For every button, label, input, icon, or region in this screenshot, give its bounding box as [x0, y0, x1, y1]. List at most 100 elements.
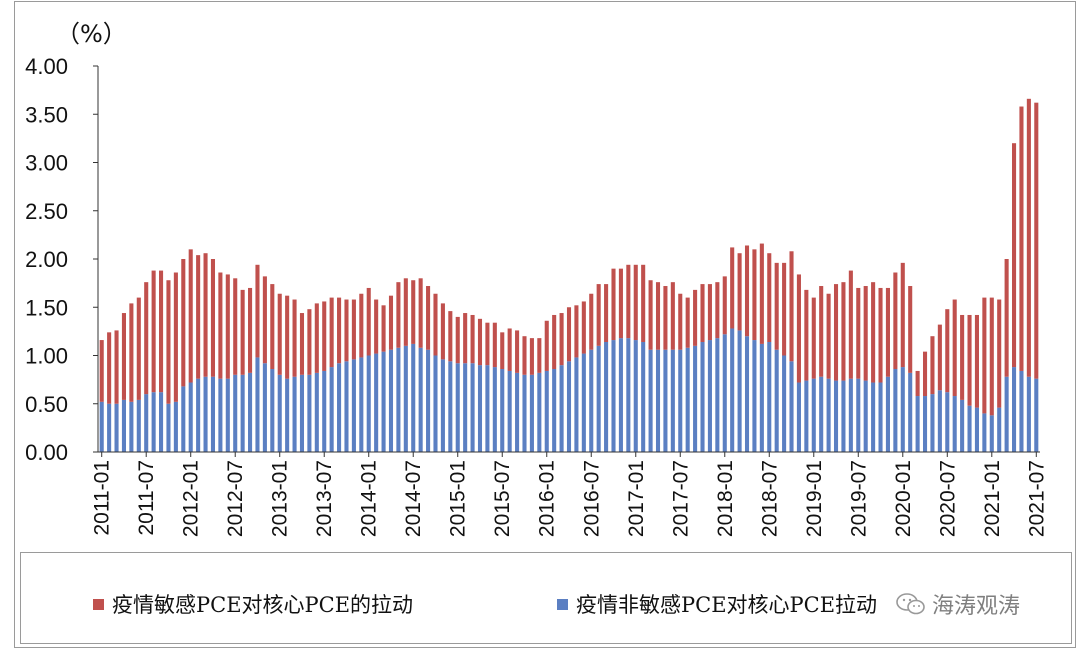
bar-sensitive — [455, 316, 460, 364]
bar-sensitive — [804, 289, 809, 381]
bar-nonsensitive — [329, 367, 334, 452]
bar-sensitive — [1011, 143, 1017, 368]
x-tick-label: 2019-07 — [847, 460, 870, 537]
y-tick-label: 4.00 — [25, 54, 68, 79]
bar-nonsensitive — [388, 349, 394, 452]
bar-sensitive — [173, 272, 178, 402]
bar-nonsensitive — [448, 361, 453, 452]
bar-nonsensitive — [559, 365, 564, 452]
bar-nonsensitive — [611, 340, 616, 452]
bar-sensitive — [181, 259, 186, 387]
bar-sensitive — [144, 282, 149, 395]
x-tick-label: 2012-07 — [224, 460, 247, 537]
bars — [99, 98, 1039, 452]
x-tick-label: 2014-01 — [358, 460, 381, 537]
bar-sensitive — [210, 259, 216, 377]
bar-sensitive — [203, 253, 208, 377]
bar-sensitive — [255, 264, 260, 358]
bar-nonsensitive — [633, 340, 638, 452]
bar-sensitive — [566, 307, 572, 362]
bar-nonsensitive — [1004, 376, 1009, 452]
bar-nonsensitive — [225, 378, 230, 452]
bar-sensitive — [737, 253, 742, 331]
y-tick-label: 3.50 — [25, 102, 68, 127]
y-tick-label: 1.50 — [25, 295, 68, 320]
bar-nonsensitive — [885, 376, 890, 452]
bar-sensitive — [1019, 106, 1024, 371]
bar-nonsensitive — [922, 396, 928, 452]
watermark-text: 海涛观涛 — [932, 594, 1021, 619]
bar-nonsensitive — [552, 369, 557, 452]
bar-sensitive — [670, 282, 675, 350]
bar-sensitive — [715, 282, 720, 339]
bar-sensitive — [752, 249, 757, 341]
bar-sensitive — [782, 262, 787, 356]
bar-sensitive — [707, 284, 712, 341]
bar-nonsensitive — [114, 403, 119, 452]
bar-nonsensitive — [915, 396, 920, 452]
bar-sensitive — [299, 313, 305, 375]
bar-nonsensitive — [351, 359, 356, 452]
bar-nonsensitive — [544, 370, 549, 452]
x-tick-label: 2011-01 — [91, 460, 114, 536]
x-tick-label: 2013-01 — [269, 460, 292, 537]
bar-nonsensitive — [670, 349, 675, 452]
bar-nonsensitive — [403, 345, 408, 452]
legend-swatch-sensitive — [93, 598, 104, 610]
bar-nonsensitive — [470, 363, 475, 452]
bar-nonsensitive — [930, 394, 935, 452]
bar-nonsensitive — [945, 392, 950, 452]
bar-sensitive — [1004, 259, 1009, 377]
bar-sensitive — [151, 270, 156, 393]
bar-nonsensitive — [181, 386, 186, 452]
bar-sensitive — [641, 264, 646, 342]
bar-sensitive — [440, 303, 445, 360]
bar-nonsensitive — [173, 401, 178, 452]
bar-sensitive — [322, 301, 327, 371]
bar-sensitive — [426, 286, 431, 350]
bar-sensitive — [418, 278, 423, 348]
x-tick-label: 2018-07 — [758, 460, 781, 537]
bar-sensitive — [166, 280, 171, 404]
bar-sensitive — [626, 264, 631, 339]
bar-sensitive — [292, 299, 297, 377]
x-tick-label: 2021-07 — [1025, 460, 1048, 537]
bar-nonsensitive — [878, 382, 883, 452]
bar-sensitive — [463, 313, 468, 364]
y-tick-label: 3.00 — [25, 151, 68, 176]
bar-sensitive — [1034, 102, 1039, 379]
bar-nonsensitive — [908, 372, 913, 452]
bar-nonsensitive — [826, 378, 831, 452]
bar-nonsensitive — [856, 378, 861, 452]
bar-sensitive — [507, 328, 512, 371]
x-tick-label: 2020-01 — [892, 460, 915, 537]
bar-sensitive — [774, 262, 779, 350]
bar-sensitive — [848, 270, 853, 379]
bar-sensitive — [1026, 98, 1031, 377]
bar-nonsensitive — [196, 378, 201, 452]
bar-nonsensitive — [485, 365, 490, 452]
bar-sensitive — [871, 282, 876, 383]
bar-sensitive — [248, 287, 253, 373]
bar-sensitive — [663, 286, 668, 350]
x-tick-label: 2017-01 — [625, 460, 648, 537]
bar-sensitive — [937, 324, 942, 391]
bar-sensitive — [796, 274, 801, 383]
bar-nonsensitive — [678, 349, 683, 452]
x-tick-label: 2019-01 — [803, 460, 826, 537]
bar-sensitive — [908, 286, 913, 373]
bar-nonsensitive — [359, 357, 364, 452]
bar-nonsensitive — [455, 363, 460, 452]
y-tick-label: 2.00 — [25, 247, 68, 272]
bar-sensitive — [492, 322, 497, 368]
bar-nonsensitive — [240, 374, 245, 452]
bar-sensitive — [381, 305, 386, 352]
bar-nonsensitive — [107, 403, 112, 452]
bar-sensitive — [744, 245, 750, 337]
bar-nonsensitive — [782, 355, 787, 452]
bar-sensitive — [477, 318, 483, 366]
bar-sensitive — [833, 284, 839, 381]
bar-sensitive — [522, 336, 527, 375]
bar-nonsensitive — [440, 359, 445, 452]
bar-nonsensitive — [596, 345, 601, 452]
